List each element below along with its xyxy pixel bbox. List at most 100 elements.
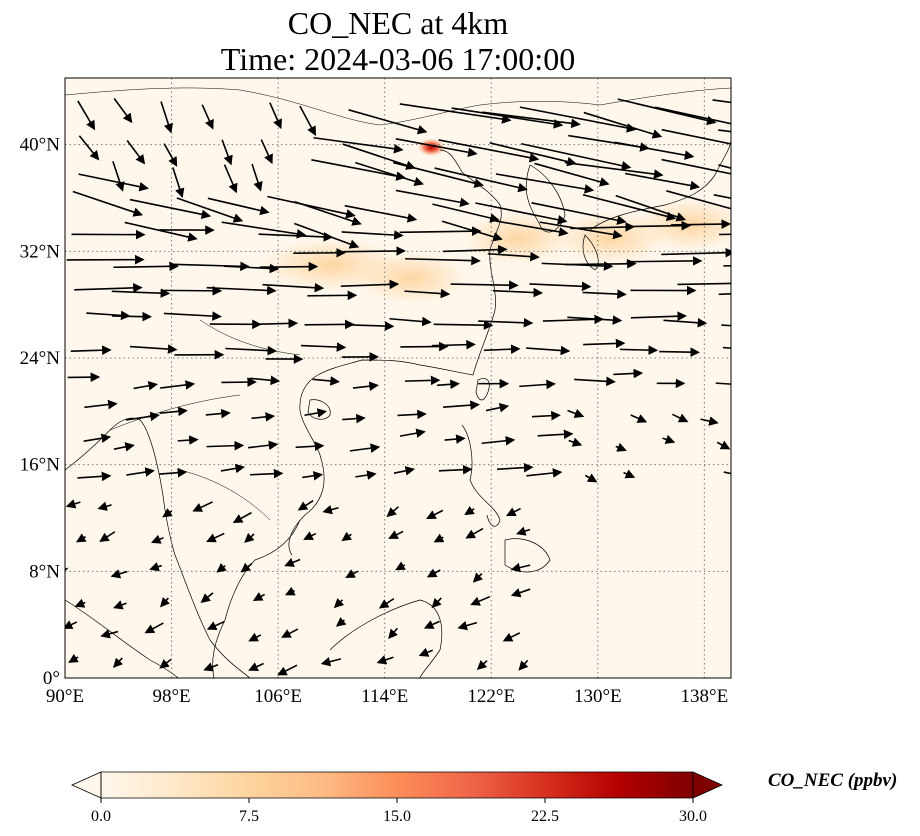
wind-arrow (149, 562, 162, 572)
wind-arrow (160, 101, 173, 134)
wind-arrow (495, 173, 595, 194)
wind-arrow (267, 195, 356, 219)
wind-arrow (583, 338, 626, 349)
wind-arrow (715, 382, 731, 385)
wind-arrow (483, 344, 521, 354)
wind-arrow (464, 505, 475, 516)
wind-arrow (304, 408, 328, 418)
wind-arrow (441, 220, 503, 242)
wind-arrow (201, 104, 214, 130)
wind-arrow (78, 135, 100, 161)
wind-arrow (423, 620, 440, 629)
wind-arrow (395, 189, 470, 208)
wind-arrow (492, 287, 544, 298)
wind-arrow (74, 598, 86, 608)
wind-arrow (582, 289, 627, 299)
wind-arrow (299, 105, 316, 137)
wind-arrow (721, 324, 731, 327)
colorbar-tick-label: 30.0 (679, 808, 707, 825)
wind-arrow (144, 622, 164, 634)
wind-arrow (526, 468, 563, 478)
wind-arrow (662, 434, 676, 444)
y-tick-label: 24°N (20, 348, 61, 369)
wind-arrow (531, 410, 561, 421)
wind-arrow (395, 561, 406, 571)
wind-arrow (84, 399, 118, 410)
wind-arrow (206, 532, 225, 543)
wind-arrow (277, 664, 298, 676)
wind-arrow (70, 345, 112, 356)
wind-arrow (395, 138, 478, 158)
wind-arrow (519, 106, 637, 133)
wind-arrow (335, 617, 347, 627)
wind-arrow (672, 413, 689, 423)
wind-arrow (583, 111, 663, 139)
wind-arrow (443, 400, 480, 410)
china-coastline (288, 359, 474, 556)
wind-arrow (670, 219, 731, 229)
japan-honshu (589, 139, 731, 231)
wind-arrow (342, 413, 366, 424)
wind-arrow (515, 526, 531, 536)
wind-vectors (65, 98, 731, 676)
wind-arrow (159, 467, 188, 478)
wind-arrow (529, 281, 592, 292)
wind-arrow (65, 620, 78, 629)
wind-arrow (615, 442, 627, 452)
wind-arrow (666, 190, 731, 210)
north-boundary (65, 87, 731, 126)
sumatra-island (65, 599, 179, 678)
wind-arrow (225, 345, 278, 356)
wind-arrow (97, 501, 112, 511)
wind-arrow (240, 562, 253, 573)
wind-arrow (159, 406, 188, 417)
wind-arrow (567, 408, 585, 418)
wind-arrow (510, 588, 531, 598)
wind-arrow (258, 232, 334, 242)
concentration-yangtze-plume (356, 252, 467, 304)
wind-arrow (400, 341, 449, 352)
malay-peninsula (174, 554, 251, 678)
wind-arrow (659, 347, 700, 357)
hainan-island (307, 399, 331, 420)
wind-arrow (465, 527, 484, 539)
wind-arrow (99, 531, 116, 543)
wind-arrow (75, 533, 87, 543)
wind-arrow (378, 597, 395, 609)
wind-arrow (451, 107, 564, 129)
wind-arrow (397, 409, 427, 420)
wind-arrow (112, 160, 125, 192)
concentration-background (65, 78, 731, 678)
wind-arrow (113, 442, 135, 452)
wind-arrow (259, 261, 319, 272)
wind-arrow (83, 433, 112, 443)
wind-arrow (457, 620, 478, 631)
x-tick-label: 138°E (681, 686, 729, 707)
wind-arrow (677, 282, 731, 286)
x-tick-label: 98°E (152, 686, 190, 707)
wind-arrow (133, 381, 158, 391)
wind-arrow (502, 632, 521, 642)
wind-arrow (176, 197, 244, 223)
wind-arrow (251, 412, 276, 422)
wind-arrow (718, 292, 731, 296)
wind-arrow (340, 279, 400, 290)
wind-arrow (150, 534, 164, 544)
wind-arrow (442, 244, 508, 255)
wind-arrow (723, 471, 731, 475)
wind-arrow (342, 143, 416, 170)
luzon-island (461, 424, 501, 527)
wind-arrow (505, 507, 521, 517)
wind-arrow (111, 288, 171, 298)
x-tick-label: 106°E (254, 686, 302, 707)
wind-arrow (352, 381, 379, 391)
wind-arrow (613, 368, 644, 379)
y-tick-label: 16°N (20, 455, 61, 476)
map-frame (64, 77, 732, 679)
wind-arrow (284, 557, 301, 567)
japan-kyushu (582, 234, 599, 271)
wind-arrow (582, 193, 677, 221)
y-tick-label: 40°N (20, 135, 61, 156)
wind-arrow (495, 220, 569, 237)
wind-arrow (126, 467, 155, 477)
